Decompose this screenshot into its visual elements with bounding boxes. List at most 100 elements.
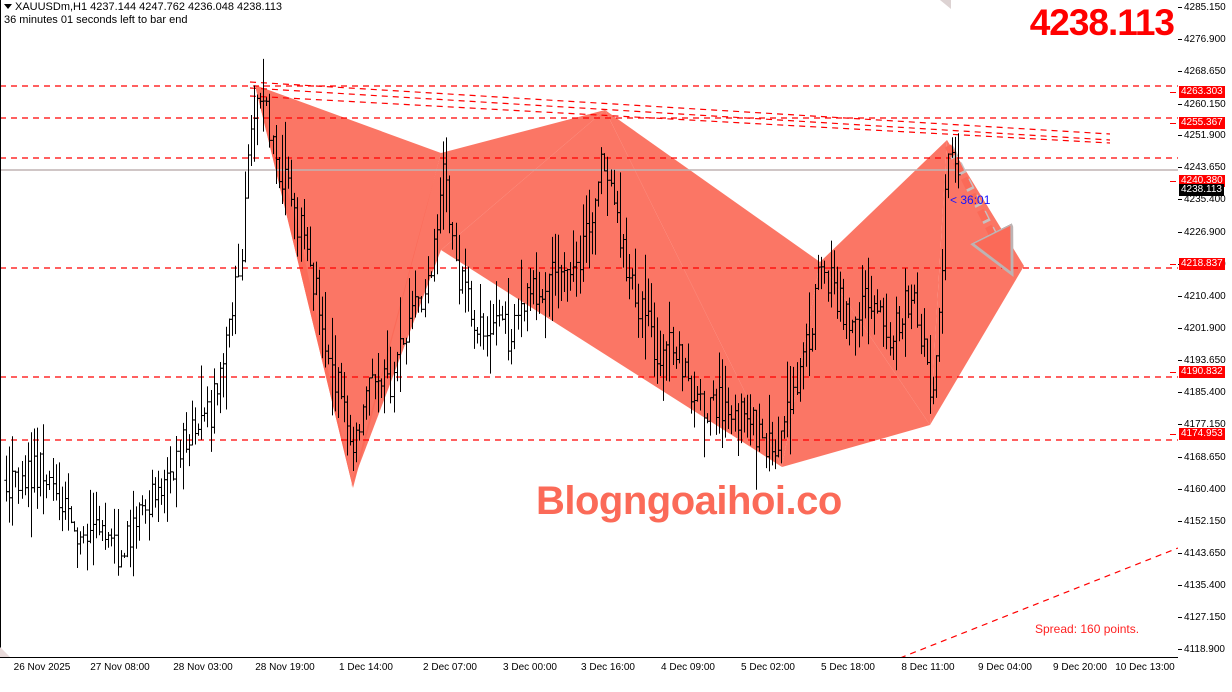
- price-tick-mark: [1178, 38, 1182, 40]
- price-tick-mark: [1178, 553, 1182, 555]
- time-tick-label: 3 Dec 16:00: [581, 662, 635, 673]
- time-tick-label: 10 Dec 13:00: [1115, 662, 1175, 673]
- price-tick-label: 4210.400: [1184, 290, 1226, 302]
- price-tick-label: 4185.400: [1184, 387, 1226, 399]
- price-tick: 4251.900: [1178, 130, 1232, 142]
- price-tick-mark: [1178, 167, 1182, 169]
- level-price-label: 4255.367: [1179, 117, 1225, 129]
- price-tick-mark: [1178, 488, 1182, 490]
- pattern-shape-6: [820, 140, 947, 425]
- chart-header: XAUUSDm,H1 4237.144 4247.762 4236.048 42…: [0, 0, 1232, 41]
- level-marker-dash: [1170, 372, 1176, 374]
- harmonic-pattern-shapes: [255, 85, 1024, 488]
- price-tick-label: 4285.150: [1184, 2, 1226, 13]
- price-tick-mark: [1178, 617, 1182, 619]
- price-tick: 4118.900: [1178, 644, 1232, 656]
- trendlines: [249, 81, 1178, 658]
- scroll-corner-marker[interactable]: [0, 647, 10, 657]
- price-tick-label: 4201.900: [1184, 323, 1226, 335]
- price-tick-mark: [1178, 295, 1182, 297]
- price-tick-label: 4268.650: [1184, 65, 1226, 77]
- trendline-upper-2: [249, 87, 1111, 141]
- pattern-shape-7: [782, 262, 930, 467]
- price-tick: 4226.900: [1178, 227, 1232, 239]
- price-tick-mark: [1178, 424, 1182, 426]
- price-tick: 4143.650: [1178, 548, 1232, 560]
- level-price-label: 4174.953: [1179, 427, 1225, 440]
- price-tick: 4201.900: [1178, 323, 1232, 335]
- plot-bottom-border: [0, 657, 1178, 658]
- price-tick-mark: [1178, 585, 1182, 587]
- price-tick-label: 4251.900: [1184, 130, 1226, 142]
- trendline-upper-1: [249, 81, 1111, 135]
- price-tick-mark: [1178, 103, 1182, 105]
- price-tick: 4268.650: [1178, 66, 1232, 78]
- pattern-shape-2: [351, 153, 441, 487]
- price-tick-mark: [1178, 231, 1182, 233]
- plot-left-border: [0, 0, 1, 658]
- trendline-lower-rising: [899, 547, 1178, 658]
- time-tick-label: 28 Nov 19:00: [255, 662, 315, 673]
- price-tick: 4177.150: [1178, 419, 1232, 431]
- time-tick-label: 2 Dec 07:00: [423, 662, 477, 673]
- level-marker-dash: [1170, 433, 1176, 435]
- price-tick-label: 4243.650: [1184, 162, 1226, 174]
- price-tick: 4152.150: [1178, 516, 1232, 528]
- price-tick-label: 4135.400: [1184, 580, 1226, 592]
- price-tick-label: 4177.150: [1184, 419, 1226, 431]
- price-tick: 4168.650: [1178, 452, 1232, 464]
- price-tick-mark: [1178, 70, 1182, 72]
- time-tick-label: 3 Dec 00:00: [503, 662, 557, 673]
- price-tick: 4276.900: [1178, 34, 1232, 46]
- price-tick-label: 4235.400: [1184, 194, 1226, 206]
- chart-scroll-marker[interactable]: [940, 0, 951, 9]
- countdown-annotation: < 36:01: [950, 193, 991, 207]
- price-tick-label: 4127.150: [1184, 612, 1226, 624]
- chart-canvas: [0, 58, 1178, 658]
- chevron-down-icon[interactable]: [4, 3, 12, 9]
- pattern-shape-8: [930, 140, 1024, 425]
- price-tick: 4243.650: [1178, 162, 1232, 174]
- price-tick-label: 4193.650: [1184, 355, 1226, 367]
- price-tick: 4185.400: [1178, 387, 1232, 399]
- time-tick-label: 5 Dec 18:00: [821, 662, 875, 673]
- price-tick-mark: [1178, 135, 1182, 137]
- price-tick-label: 4160.400: [1184, 483, 1226, 495]
- price-tick: 4160.400: [1178, 484, 1232, 496]
- bar-countdown-text: 36 minutes 01 seconds left to bar end: [4, 14, 188, 26]
- pattern-shape-1b: [255, 85, 441, 488]
- current-price-display: 4238.113: [1029, 2, 1175, 43]
- symbol-ohlc-text: XAUUSDm,H1 4237.144 4247.762 4236.048 42…: [15, 1, 283, 13]
- price-tick-mark: [1178, 520, 1182, 522]
- price-tick-label: 4226.900: [1184, 226, 1226, 238]
- level-marker-dash: [1170, 123, 1176, 124]
- time-axis[interactable]: 26 Nov 2025 27 Nov 08:00 28 Nov 03:00 28 No…: [0, 658, 1232, 692]
- price-tick-label: 4143.650: [1184, 548, 1226, 560]
- level-marker-dash: [1170, 180, 1176, 182]
- price-tick: 4135.400: [1178, 580, 1232, 592]
- price-tick: 4210.400: [1178, 291, 1232, 303]
- time-tick-label: 9 Dec 04:00: [978, 662, 1032, 673]
- price-tick-mark: [1178, 7, 1182, 8]
- price-tick-mark: [1178, 199, 1182, 201]
- price-tick-mark: [1178, 456, 1182, 458]
- price-tick-mark: [1178, 649, 1182, 650]
- price-tick: 4235.400: [1178, 194, 1232, 206]
- pattern-shape-4: [441, 110, 782, 467]
- chart-plot-area[interactable]: [0, 0, 1178, 658]
- current-price-label: 4238.113: [1179, 183, 1224, 196]
- time-tick-label: 28 Nov 03:00: [173, 662, 233, 673]
- trendline-upper-3: [249, 95, 1111, 144]
- price-tick-label: 4152.150: [1184, 515, 1226, 527]
- time-tick-label: 8 Dec 11:00: [901, 662, 955, 673]
- price-tick-mark: [1178, 328, 1182, 330]
- price-axis[interactable]: 4285.150 4276.900 4268.650 4260.150 4251.900…: [1170, 0, 1232, 658]
- level-price-label: 4218.837: [1179, 258, 1225, 271]
- level-price-label: 4263.303: [1179, 86, 1225, 99]
- level-marker-dash: [1170, 264, 1176, 266]
- time-tick-label: 26 Nov 2025: [13, 662, 71, 673]
- time-tick-label: 4 Dec 09:00: [661, 662, 715, 673]
- site-watermark: Blogngoaihoi.co: [536, 479, 842, 523]
- price-tick: 4127.150: [1178, 612, 1232, 624]
